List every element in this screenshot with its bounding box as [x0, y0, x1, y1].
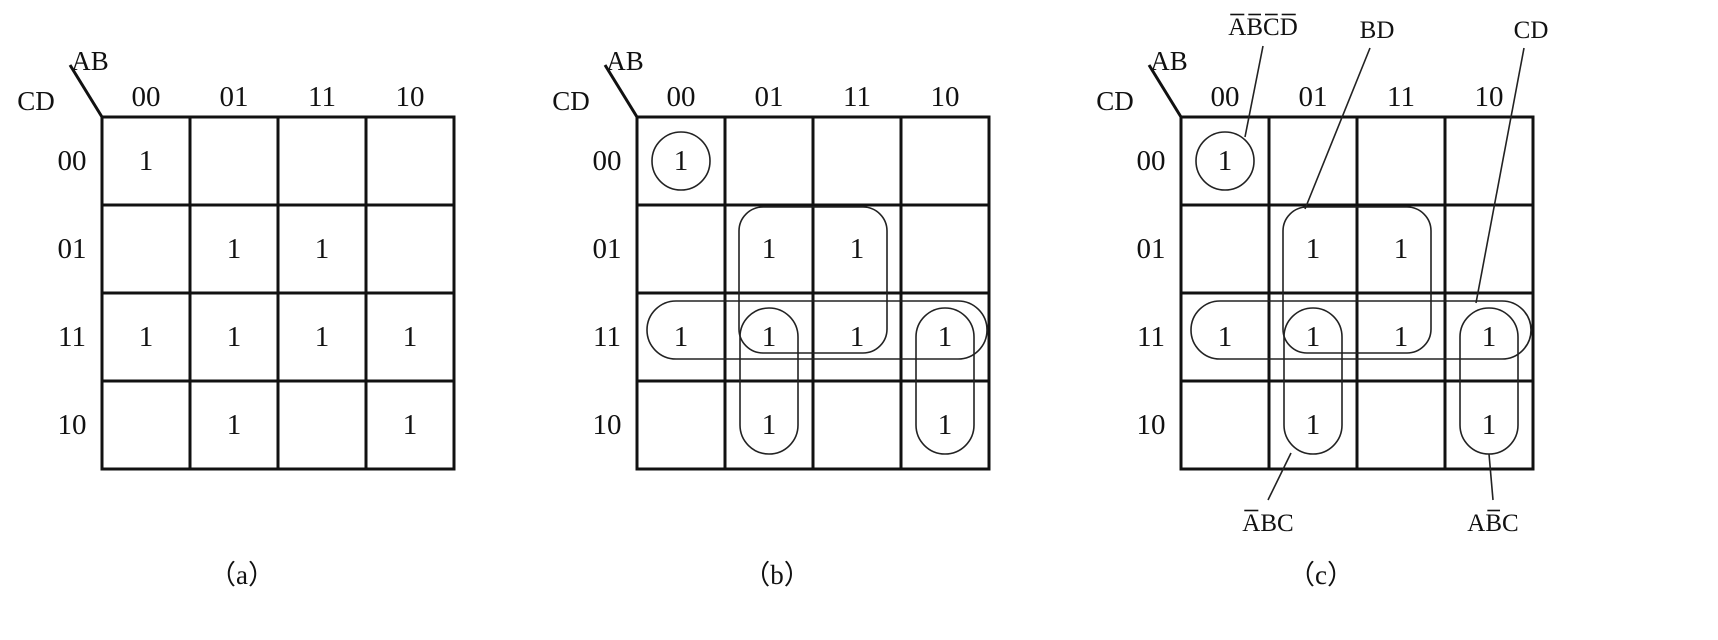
row-header: 00: [1137, 145, 1166, 177]
row-header: 01: [593, 233, 622, 265]
corner-label-cd: CD: [1096, 86, 1134, 116]
corner-label-ab: AB: [71, 46, 109, 76]
group-loop: [739, 307, 799, 455]
term-label: ABC: [1467, 510, 1518, 537]
cell-one: 1: [315, 233, 330, 265]
cell-one: 1: [762, 409, 777, 441]
cell-one: 1: [674, 145, 689, 177]
corner-diagonal: [1147, 64, 1183, 118]
row-header: 10: [593, 409, 622, 441]
row-header: 11: [58, 321, 86, 353]
group-loop: [1283, 307, 1343, 455]
map-caption: （c）: [1288, 560, 1354, 590]
corner-diagonal: [68, 64, 104, 118]
cell-one: 1: [674, 321, 689, 353]
cell-one: 1: [139, 145, 154, 177]
column-header: 00: [1211, 81, 1240, 113]
column-header: 10: [1475, 81, 1504, 113]
group-loop: [738, 206, 888, 354]
row-header: 01: [58, 233, 87, 265]
row-header: 01: [1137, 233, 1166, 265]
cell-one: 1: [403, 321, 418, 353]
corner-label-cd: CD: [17, 86, 55, 116]
column-header: 01: [220, 81, 249, 113]
cell-one: 1: [403, 409, 418, 441]
row-header: 11: [593, 321, 621, 353]
corner-label-ab: AB: [1150, 46, 1188, 76]
column-header: 00: [667, 81, 696, 113]
row-header: 11: [1137, 321, 1165, 353]
row-header: 00: [593, 145, 622, 177]
corner-label-ab: AB: [606, 46, 644, 76]
cell-one: 1: [938, 409, 953, 441]
term-label: BD: [1360, 17, 1395, 44]
group-loop: [1282, 206, 1432, 354]
cell-one: 1: [139, 321, 154, 353]
row-header: 10: [1137, 409, 1166, 441]
cell-one: 1: [850, 233, 865, 265]
cell-one: 1: [1394, 233, 1409, 265]
column-header: 01: [1299, 81, 1328, 113]
cell-one: 1: [1394, 321, 1409, 353]
cell-one: 1: [762, 233, 777, 265]
cell-one: 1: [227, 409, 242, 441]
term-leader-line: [1267, 452, 1292, 501]
cell-one: 1: [762, 321, 777, 353]
column-header: 01: [755, 81, 784, 113]
term-leader-line: [1304, 47, 1371, 210]
cell-one: 1: [938, 321, 953, 353]
group-loop: [651, 131, 711, 191]
group-loop: [646, 300, 988, 360]
cell-one: 1: [1218, 321, 1233, 353]
row-header: 10: [58, 409, 87, 441]
cell-one: 1: [227, 321, 242, 353]
cell-one: 1: [1218, 145, 1233, 177]
column-header: 11: [843, 81, 871, 113]
term-leader-line: [1488, 453, 1494, 501]
cell-one: 1: [850, 321, 865, 353]
cell-one: 1: [315, 321, 330, 353]
map-caption: （a）: [209, 560, 275, 590]
cell-one: 1: [1306, 409, 1321, 441]
group-loop: [1195, 131, 1255, 191]
corner-label-cd: CD: [552, 86, 590, 116]
column-header: 00: [132, 81, 161, 113]
column-header: 10: [931, 81, 960, 113]
term-leader-line: [1475, 47, 1525, 304]
map-caption: （b）: [743, 560, 811, 590]
group-loop: [915, 307, 975, 455]
cell-one: 1: [1482, 321, 1497, 353]
corner-diagonal: [603, 64, 639, 118]
column-header: 11: [308, 81, 336, 113]
cell-one: 1: [1482, 409, 1497, 441]
term-leader-line: [1244, 45, 1264, 138]
row-header: 00: [58, 145, 87, 177]
column-header: 11: [1387, 81, 1415, 113]
term-label: ABC: [1242, 510, 1293, 537]
cell-one: 1: [227, 233, 242, 265]
term-label: ABCD: [1228, 14, 1298, 41]
term-label: CD: [1514, 17, 1549, 44]
group-loop: [1190, 300, 1532, 360]
cell-one: 1: [1306, 321, 1321, 353]
cell-one: 1: [1306, 233, 1321, 265]
column-header: 10: [396, 81, 425, 113]
